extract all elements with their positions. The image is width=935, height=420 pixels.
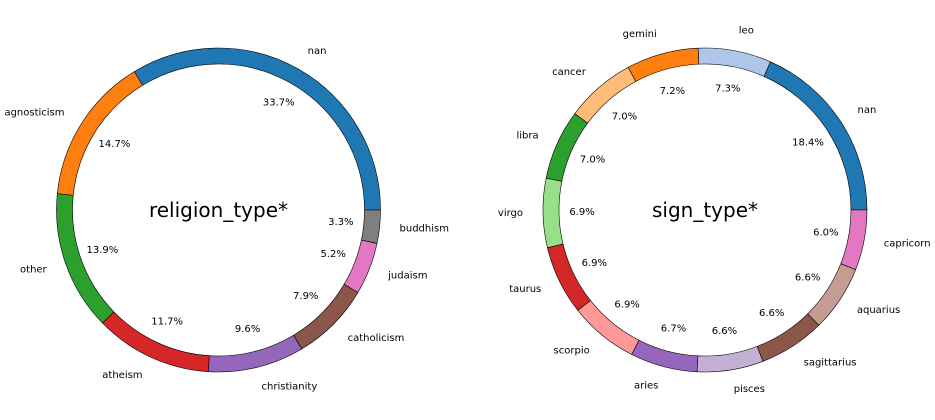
pct-label-taurus: 6.9% xyxy=(582,258,607,269)
slice-label-other: other xyxy=(20,265,48,276)
wedge-libra xyxy=(545,113,589,182)
slice-label-aquarius: aquarius xyxy=(857,305,900,316)
slice-label-sagittarius: sagittarius xyxy=(804,357,857,368)
slice-label-libra: libra xyxy=(516,131,538,142)
slice-label-virgo: virgo xyxy=(498,208,523,219)
slice-label-buddhism: buddhism xyxy=(400,223,449,234)
pct-label-other: 13.9% xyxy=(86,245,118,256)
pct-label-catholicism: 7.9% xyxy=(293,291,318,302)
pct-label-scorpio: 6.9% xyxy=(614,300,639,311)
slice-label-leo: leo xyxy=(739,26,754,37)
chart-center-title: religion_type* xyxy=(149,198,288,222)
pct-label-pisces: 6.6% xyxy=(712,326,737,337)
pct-label-judaism: 5.2% xyxy=(320,249,345,260)
pct-label-capricorn: 6.0% xyxy=(813,228,838,239)
slice-label-judaism: judaism xyxy=(387,270,427,281)
wedge-leo xyxy=(697,47,771,77)
slice-label-nan: nan xyxy=(308,46,327,57)
wedge-capricorn xyxy=(840,209,868,270)
donut-chart-religion: 33.7% nan 14.7% agnosticism 13.9% other 11.7% a… xyxy=(4,46,449,392)
wedge-virgo xyxy=(542,177,564,249)
chart-center-title: sign_type* xyxy=(652,198,758,222)
pct-label-cancer: 7.0% xyxy=(612,112,637,123)
wedge-nan xyxy=(133,47,381,211)
wedge-buddhism xyxy=(361,209,381,244)
slice-label-nan: nan xyxy=(857,105,876,116)
wedge-gemini xyxy=(627,47,700,82)
slice-label-pisces: pisces xyxy=(734,384,765,395)
wedge-christianity xyxy=(208,334,303,373)
wedge-pisces xyxy=(696,345,764,373)
wedge-sagittarius xyxy=(756,313,820,362)
slice-label-christianity: christianity xyxy=(262,381,318,392)
pct-label-libra: 7.0% xyxy=(580,155,605,166)
slice-label-capricorn: capricorn xyxy=(884,239,931,250)
wedge-judaism xyxy=(343,239,378,293)
pct-label-virgo: 6.9% xyxy=(569,207,594,218)
pct-label-atheism: 11.7% xyxy=(151,316,183,327)
wedge-nan xyxy=(763,61,868,211)
slice-label-cancer: cancer xyxy=(552,67,587,78)
slice-label-scorpio: scorpio xyxy=(554,345,590,356)
slice-label-aries: aries xyxy=(634,380,658,391)
pct-label-aquarius: 6.6% xyxy=(795,272,820,283)
wedge-taurus xyxy=(547,243,591,311)
slice-label-gemini: gemini xyxy=(623,29,657,40)
slice-label-catholicism: catholicism xyxy=(348,333,405,344)
pct-label-buddhism: 3.3% xyxy=(328,217,353,228)
pct-label-agnosticism: 14.7% xyxy=(99,139,131,150)
pct-label-nan: 33.7% xyxy=(263,97,295,108)
pct-label-christianity: 9.6% xyxy=(235,324,260,335)
wedge-other xyxy=(56,193,115,324)
pct-label-aries: 6.7% xyxy=(661,323,686,334)
slice-label-agnosticism: agnosticism xyxy=(4,107,64,118)
wedge-aries xyxy=(631,339,699,373)
slice-label-taurus: taurus xyxy=(509,284,541,295)
pct-label-gemini: 7.2% xyxy=(660,86,685,97)
slice-label-atheism: atheism xyxy=(102,370,142,381)
pct-label-sagittarius: 6.6% xyxy=(759,308,784,319)
wedge-agnosticism xyxy=(56,71,144,196)
pct-label-nan: 18.4% xyxy=(792,137,824,148)
pct-label-leo: 7.3% xyxy=(715,84,740,95)
donut-chart-sign: 18.4% nan 7.3% leo 7.2% gemini 7.0% cancer 7.0% l… xyxy=(498,26,931,396)
